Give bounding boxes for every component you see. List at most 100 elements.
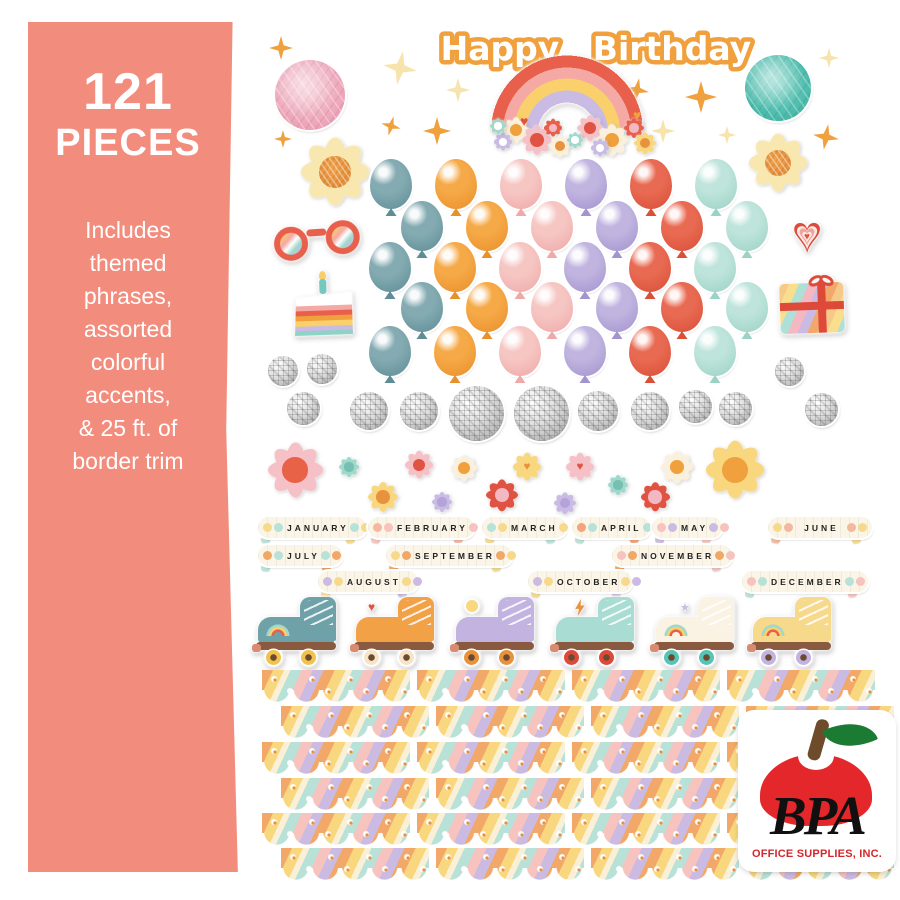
birthday-cake-icon	[293, 270, 353, 337]
banner-bead	[402, 551, 411, 560]
banner-bead	[569, 523, 579, 532]
heart-layer: ♥	[804, 231, 810, 243]
balloon-icon	[564, 326, 606, 376]
skate-star-motif: ★	[680, 602, 690, 614]
balloon-icon	[564, 242, 606, 292]
flower-center	[376, 490, 390, 504]
info-panel: 121 PIECES Includes themed phrases, asso…	[28, 22, 238, 872]
flower-icon	[577, 114, 603, 141]
banner-bead	[758, 577, 767, 586]
month-label: APRIL	[601, 522, 642, 533]
skate-sole	[354, 642, 434, 650]
balloon-icon	[726, 201, 768, 251]
flower-icon	[339, 457, 359, 477]
banner-bead	[632, 577, 642, 586]
skate-wheel	[399, 650, 414, 665]
sparkle-icon	[685, 81, 717, 113]
balloon-icon	[369, 242, 411, 292]
disco-ball-icon	[350, 392, 388, 430]
balloon-icon	[661, 282, 703, 332]
banner-bead	[558, 523, 568, 532]
skate-wheel	[364, 650, 379, 665]
disco-ball-icon	[678, 389, 712, 423]
balloon-icon	[499, 242, 541, 292]
border-trim-strip	[591, 778, 739, 810]
desc-line: & 25 ft. of	[78, 415, 178, 441]
balloon-icon	[466, 201, 508, 251]
flower-icon	[451, 454, 477, 481]
disco-ball-icon	[307, 354, 337, 384]
flower-center	[595, 143, 605, 153]
balloon-icon	[500, 159, 542, 209]
month-label: MAY	[681, 522, 709, 533]
banner-bead	[855, 577, 865, 586]
month-banner: MAY	[652, 517, 730, 538]
disco-ball-icon	[400, 392, 438, 430]
border-trim-strip	[262, 670, 410, 702]
flower-icon	[432, 492, 452, 512]
desc-line: themed	[89, 250, 167, 276]
skate-toe-stop	[550, 644, 559, 652]
apple-icon	[760, 754, 872, 826]
flower-center	[412, 458, 426, 472]
flower-center	[344, 462, 354, 472]
disco-ball-icon	[804, 392, 838, 426]
disco-ball-icon	[774, 356, 804, 386]
flower-center	[559, 497, 571, 509]
flower-center	[764, 149, 792, 177]
flower-center	[458, 462, 470, 474]
sparkle-icon	[446, 78, 470, 102]
roller-skate-icon	[550, 597, 644, 665]
skate-toe-stop	[252, 644, 261, 652]
balloon-icon	[401, 201, 443, 251]
sunglasses-icon	[272, 219, 362, 265]
border-trim-strip	[436, 778, 584, 810]
flower-center	[437, 497, 447, 507]
flower-center	[554, 140, 566, 152]
roller-skate-icon: ♥	[350, 597, 444, 665]
banner-bead	[274, 551, 283, 560]
flower-icon	[490, 117, 506, 134]
gift-icon	[779, 272, 845, 335]
flower-icon	[567, 131, 583, 148]
sparkle-icon	[423, 117, 451, 145]
flower-icon	[267, 442, 323, 498]
flower-icon	[494, 132, 512, 151]
month-banner: JULY	[258, 545, 342, 566]
skate-wheel	[599, 650, 614, 665]
skate-sole	[256, 642, 336, 650]
mini-heart-icon: ♥	[633, 107, 642, 123]
flower-icon	[640, 482, 670, 512]
desc-line: phrases,	[83, 283, 173, 309]
banner-bead	[726, 551, 736, 560]
disco-ball-icon	[578, 391, 618, 431]
banner-bead	[349, 523, 359, 532]
balloon-icon	[695, 159, 737, 209]
flower-center	[648, 490, 662, 504]
panel-description: Includes themed phrases, assorted colorf…	[28, 214, 228, 478]
banner-bead	[401, 577, 411, 586]
bpa-logo: BPA OFFICE SUPPLIES, INC.	[740, 711, 894, 870]
flower-icon	[749, 133, 807, 192]
border-trim-strip	[417, 670, 565, 702]
banner-bead	[412, 577, 422, 586]
flower-icon	[522, 125, 552, 155]
banner-bead	[621, 577, 631, 586]
balloon-icon	[434, 242, 476, 292]
roller-skate-icon	[747, 597, 841, 665]
piece-count: 121	[83, 63, 173, 121]
desc-line: Includes	[85, 217, 171, 243]
disco-ball-icon	[631, 392, 669, 430]
balloon-icon	[630, 159, 672, 209]
banner-bead	[533, 577, 542, 586]
banner-bead	[628, 551, 637, 560]
skate-laces	[304, 600, 333, 625]
flower-center	[571, 136, 579, 144]
mini-heart-icon: ♥	[520, 113, 529, 129]
month-label: FEBRUARY	[397, 522, 468, 533]
flower-icon	[368, 482, 398, 512]
month-banner: FEBRUARY	[368, 517, 489, 538]
banner-bead	[384, 523, 393, 532]
balloon-icon	[466, 282, 508, 332]
